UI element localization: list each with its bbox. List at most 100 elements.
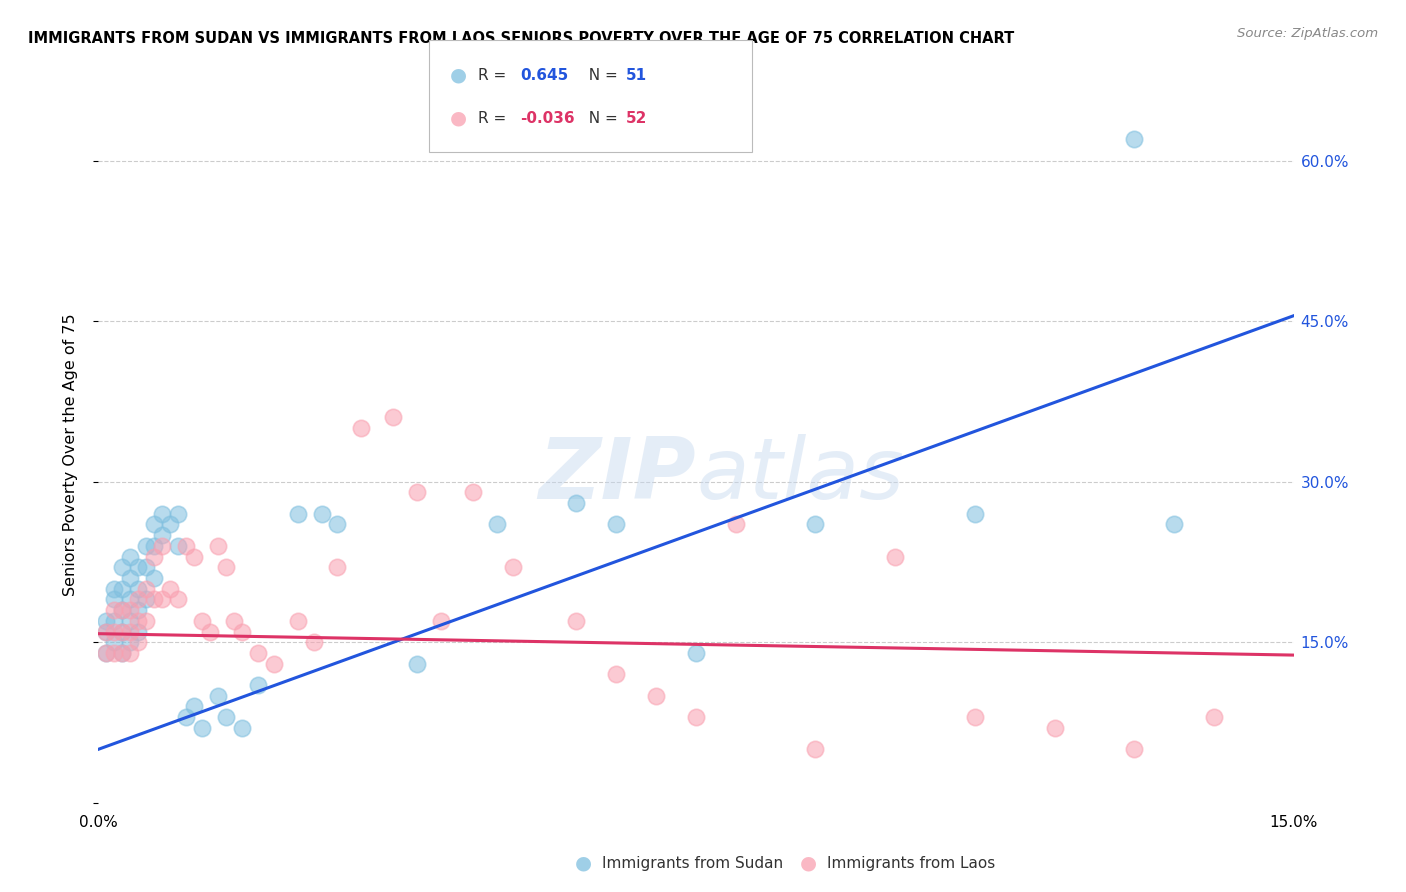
Point [804, 742, 827, 756]
Text: ●: ● [800, 854, 817, 873]
Point [198, 624, 221, 639]
Point [287, 507, 309, 521]
Point [111, 603, 134, 617]
Point [103, 646, 125, 660]
Point [103, 635, 125, 649]
Point [167, 539, 190, 553]
Point [685, 646, 707, 660]
Point [231, 624, 253, 639]
Text: Immigrants from Sudan: Immigrants from Sudan [602, 856, 783, 871]
Text: -0.036: -0.036 [520, 111, 575, 126]
Point [111, 646, 134, 660]
Point [120, 624, 142, 639]
Point [174, 710, 197, 724]
Text: N =: N = [579, 111, 623, 126]
Point [150, 539, 173, 553]
Point [1163, 517, 1185, 532]
Text: Source: ZipAtlas.com: Source: ZipAtlas.com [1237, 27, 1378, 40]
Text: N =: N = [579, 68, 623, 83]
Y-axis label: Seniors Poverty Over the Age of 75: Seniors Poverty Over the Age of 75 [63, 314, 77, 596]
Point [103, 614, 125, 628]
Point [96, 646, 118, 660]
Point [127, 603, 149, 617]
Point [191, 614, 214, 628]
Point [111, 646, 134, 660]
Point [485, 517, 508, 532]
Point [150, 528, 173, 542]
Point [207, 689, 229, 703]
Point [605, 667, 627, 681]
Point [111, 624, 134, 639]
Point [167, 507, 190, 521]
Point [183, 699, 205, 714]
Point [103, 624, 125, 639]
Point [963, 507, 986, 521]
Point [143, 571, 166, 585]
Point [159, 582, 181, 596]
Point [111, 603, 134, 617]
Point [207, 539, 229, 553]
Point [135, 614, 157, 628]
Point [406, 485, 429, 500]
Point [120, 614, 142, 628]
Point [127, 635, 149, 649]
Text: R =: R = [478, 68, 512, 83]
Point [1043, 721, 1066, 735]
Point [565, 496, 588, 510]
Point [120, 592, 142, 607]
Point [127, 582, 149, 596]
Text: 51: 51 [626, 68, 647, 83]
Point [326, 560, 349, 574]
Text: ●: ● [575, 854, 592, 873]
Point [215, 560, 238, 574]
Point [120, 646, 142, 660]
Point [103, 582, 125, 596]
Point [111, 624, 134, 639]
Point [150, 592, 173, 607]
Point [143, 549, 166, 564]
Point [645, 689, 668, 703]
Point [150, 507, 173, 521]
Point [502, 560, 524, 574]
Point [311, 507, 333, 521]
Text: IMMIGRANTS FROM SUDAN VS IMMIGRANTS FROM LAOS SENIORS POVERTY OVER THE AGE OF 75: IMMIGRANTS FROM SUDAN VS IMMIGRANTS FROM… [28, 31, 1014, 46]
Point [135, 539, 157, 553]
Point [963, 710, 986, 724]
Point [1123, 132, 1146, 146]
Point [103, 603, 125, 617]
Point [246, 678, 269, 692]
Point [191, 721, 214, 735]
Point [1202, 710, 1225, 724]
Point [127, 560, 149, 574]
Text: Immigrants from Laos: Immigrants from Laos [827, 856, 995, 871]
Point [143, 592, 166, 607]
Point [461, 485, 484, 500]
Point [120, 549, 142, 564]
Text: ZIP: ZIP [538, 434, 696, 517]
Point [120, 635, 142, 649]
Point [120, 603, 142, 617]
Point [111, 582, 134, 596]
Point [884, 549, 907, 564]
Point [326, 517, 349, 532]
Text: 52: 52 [626, 111, 647, 126]
Point [135, 592, 157, 607]
Point [96, 624, 118, 639]
Text: R =: R = [478, 111, 512, 126]
Point [135, 560, 157, 574]
Point [143, 517, 166, 532]
Point [605, 517, 627, 532]
Point [406, 657, 429, 671]
Point [135, 582, 157, 596]
Point [804, 517, 827, 532]
Point [127, 624, 149, 639]
Point [143, 539, 166, 553]
Point [350, 421, 373, 435]
Point [287, 614, 309, 628]
Point [1123, 742, 1146, 756]
Point [159, 517, 181, 532]
Point [127, 592, 149, 607]
Point [174, 539, 197, 553]
Point [127, 614, 149, 628]
Point [96, 646, 118, 660]
